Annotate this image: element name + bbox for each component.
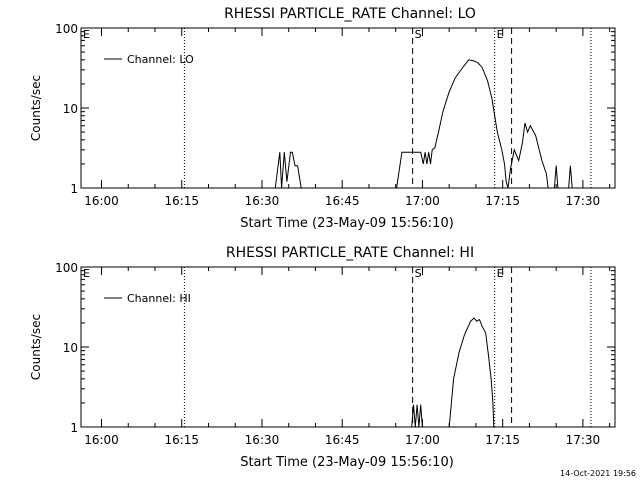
y-tick-label: 10: [63, 102, 78, 116]
legend-label: Channel: HI: [127, 292, 191, 305]
series-line-segment: [396, 59, 549, 189]
y-tick-label: 100: [55, 22, 78, 36]
x-axis-label: Start Time (23-May-09 15:56:10): [240, 216, 454, 231]
event-marker-label: S: [415, 267, 422, 280]
chart-title: RHESSI PARTICLE_RATE Channel: HI: [226, 245, 474, 261]
x-tick-label: 16:00: [84, 194, 119, 208]
x-tick-label: 16:45: [325, 194, 360, 208]
x-tick-label: 16:00: [84, 433, 119, 447]
plot-frame: [80, 266, 616, 428]
chart-title: RHESSI PARTICLE_RATE Channel: LO: [224, 6, 476, 22]
event-marker-label: E: [83, 267, 90, 280]
x-tick-label: 17:30: [566, 433, 601, 447]
x-tick-label: 16:15: [164, 194, 199, 208]
plot-frame: [80, 27, 616, 189]
event-marker-label: E: [83, 28, 90, 41]
panel-hi: RHESSI PARTICLE_RATE Channel: HI Counts/…: [29, 245, 616, 470]
event-marker-label: E: [497, 267, 504, 280]
series-line-segment: [568, 165, 573, 189]
series-line-segment: [274, 151, 302, 189]
y-axis-label: Counts/sec: [29, 75, 43, 141]
y-tick-label: 10: [63, 341, 78, 355]
legend-label: Channel: LO: [127, 53, 194, 66]
y-tick-label: 100: [55, 261, 78, 275]
x-tick-label: 16:45: [325, 433, 360, 447]
x-tick-label: 17:15: [485, 433, 520, 447]
series-line-segment: [553, 165, 559, 189]
x-axis-label: Start Time (23-May-09 15:56:10): [240, 455, 454, 470]
x-tick-label: 16:30: [245, 433, 280, 447]
x-tick-label: 17:00: [405, 433, 440, 447]
y-axis-label: Counts/sec: [29, 314, 43, 380]
x-tick-label: 17:30: [566, 194, 601, 208]
x-tick-label: 17:15: [485, 194, 520, 208]
footer-timestamp: 14-Oct-2021 19:56: [560, 469, 636, 478]
y-tick-label: 1: [70, 182, 78, 196]
x-tick-label: 17:00: [405, 194, 440, 208]
event-marker-label: S: [415, 28, 422, 41]
series-line-segment: [448, 317, 495, 428]
x-tick-label: 16:15: [164, 433, 199, 447]
y-tick-label: 1: [70, 421, 78, 435]
panel-lo: RHESSI PARTICLE_RATE Channel: LO Counts/…: [29, 6, 616, 231]
series-line-segment: [411, 404, 423, 428]
x-tick-label: 16:30: [245, 194, 280, 208]
event-marker-label: E: [497, 28, 504, 41]
